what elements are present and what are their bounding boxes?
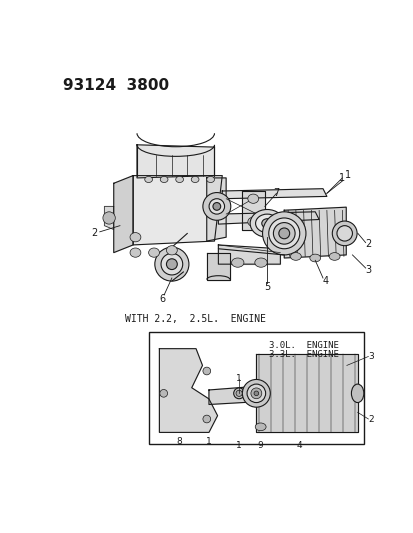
Ellipse shape [202,192,230,220]
Text: 1: 1 [206,437,211,446]
Bar [148,332,363,443]
Ellipse shape [154,247,188,281]
Polygon shape [222,189,326,199]
Text: 9: 9 [257,441,263,450]
Ellipse shape [261,219,272,228]
Ellipse shape [247,384,265,402]
Text: 1: 1 [344,170,350,180]
Text: 1: 1 [236,374,242,383]
Text: 7: 7 [273,188,279,198]
Polygon shape [209,385,266,405]
Polygon shape [284,207,345,258]
Ellipse shape [160,176,168,182]
Ellipse shape [202,367,210,375]
Polygon shape [206,253,230,280]
Text: 3.3L.  ENGINE: 3.3L. ENGINE [268,350,338,359]
Text: 3: 3 [368,352,373,361]
Ellipse shape [130,232,140,242]
Polygon shape [206,178,225,241]
Polygon shape [241,191,264,230]
Text: 2: 2 [364,239,370,249]
Polygon shape [256,354,357,432]
Polygon shape [218,212,318,224]
Ellipse shape [161,253,182,275]
Ellipse shape [268,218,299,249]
Text: 3.0L.  ENGINE: 3.0L. ENGINE [268,341,338,350]
Ellipse shape [290,253,301,260]
Ellipse shape [166,259,177,270]
Ellipse shape [209,199,224,214]
Ellipse shape [148,248,159,257]
Polygon shape [104,206,114,230]
Ellipse shape [351,384,363,402]
Ellipse shape [166,246,177,255]
Polygon shape [133,175,222,245]
Ellipse shape [247,194,258,203]
Text: 3: 3 [364,265,370,276]
Text: 2: 2 [91,228,97,238]
Ellipse shape [336,225,351,241]
Text: 6: 6 [159,294,165,304]
Ellipse shape [233,388,244,399]
Ellipse shape [332,221,356,246]
Text: 93124  3800: 93124 3800 [62,78,169,93]
Ellipse shape [231,258,243,267]
Ellipse shape [255,423,266,431]
Polygon shape [137,145,214,178]
Text: 1: 1 [236,441,242,450]
Ellipse shape [254,258,266,267]
Ellipse shape [250,388,261,399]
Text: 5: 5 [263,282,270,292]
Ellipse shape [206,176,214,182]
Text: 1: 1 [339,173,344,183]
Ellipse shape [235,390,242,397]
Text: 4: 4 [321,276,328,286]
Ellipse shape [255,214,278,232]
Ellipse shape [212,203,220,210]
Ellipse shape [328,253,339,260]
Polygon shape [114,175,133,253]
Polygon shape [218,245,280,264]
Ellipse shape [242,379,270,407]
Ellipse shape [176,176,183,182]
Ellipse shape [202,415,210,423]
Ellipse shape [191,176,199,182]
Ellipse shape [145,176,152,182]
Text: WITH 2.2,  2.5L.  ENGINE: WITH 2.2, 2.5L. ENGINE [125,314,266,324]
Polygon shape [159,349,217,432]
Text: 2: 2 [368,415,373,424]
Ellipse shape [159,390,167,397]
Ellipse shape [130,248,140,257]
Ellipse shape [278,228,289,239]
Ellipse shape [249,209,284,237]
Text: 8: 8 [176,437,181,446]
Ellipse shape [262,212,305,255]
Text: 4: 4 [296,441,301,450]
Ellipse shape [273,223,294,244]
Ellipse shape [103,212,115,224]
Ellipse shape [254,391,258,395]
Ellipse shape [247,217,258,227]
Ellipse shape [309,254,320,262]
